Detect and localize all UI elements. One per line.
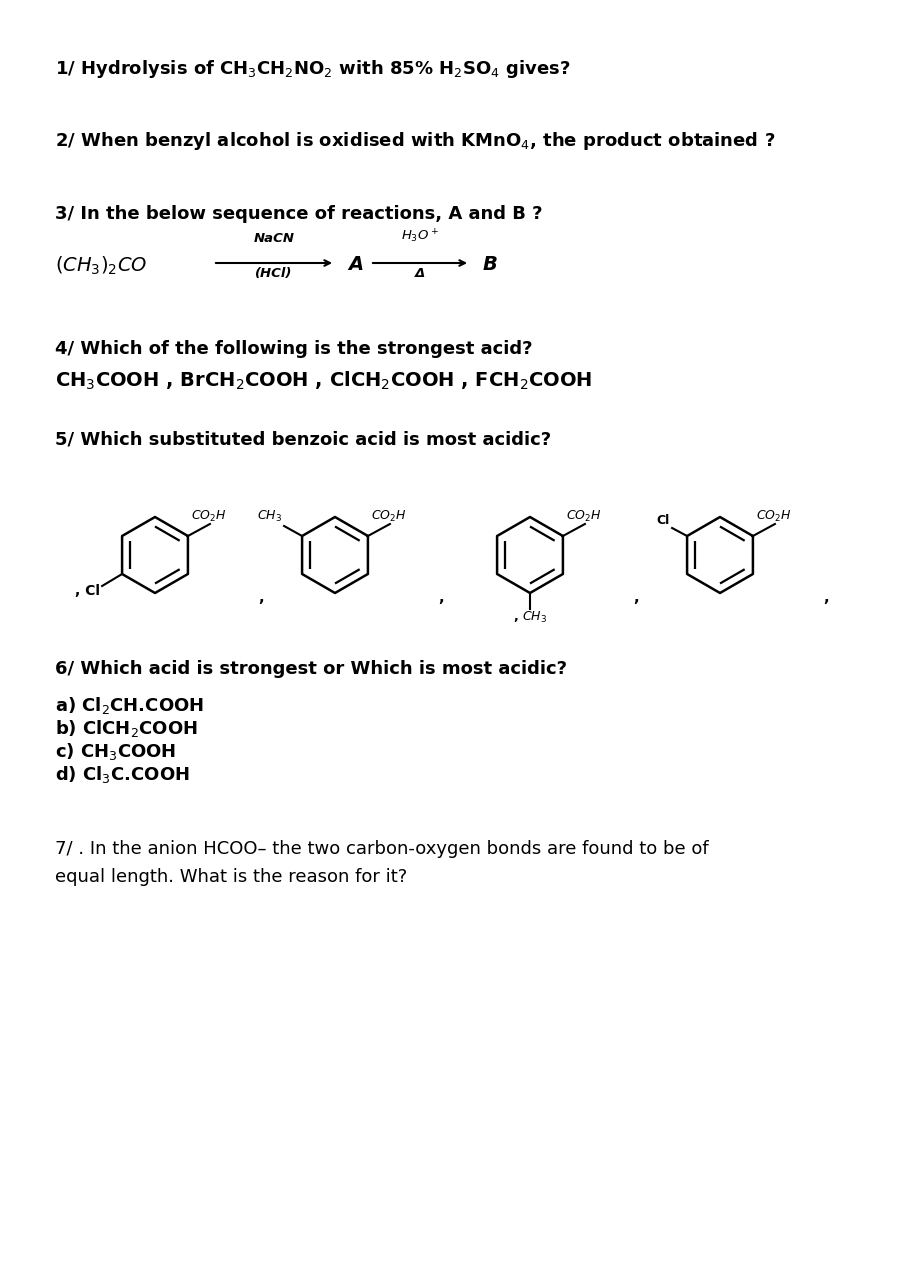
Text: ,: , [823, 590, 829, 605]
Text: c) CH$_3$COOH: c) CH$_3$COOH [55, 741, 176, 762]
Text: 6/ Which acid is strongest or Which is most acidic?: 6/ Which acid is strongest or Which is m… [55, 660, 567, 678]
Text: A: A [348, 255, 363, 274]
Text: $H_3O^+$: $H_3O^+$ [401, 228, 439, 244]
Text: $CO_2H$: $CO_2H$ [566, 509, 602, 524]
Text: CH$_3$COOH , BrCH$_2$COOH , ClCH$_2$COOH , FCH$_2$COOH: CH$_3$COOH , BrCH$_2$COOH , ClCH$_2$COOH… [55, 370, 592, 392]
Text: (HCl): (HCl) [255, 268, 292, 280]
Text: , $CH_3$: , $CH_3$ [513, 611, 547, 625]
Text: equal length. What is the reason for it?: equal length. What is the reason for it? [55, 868, 407, 886]
Text: $CO_2H$: $CO_2H$ [756, 509, 792, 524]
Text: Cl: Cl [657, 515, 670, 527]
Text: $CH_3$: $CH_3$ [257, 509, 282, 524]
Text: $CO_2H$: $CO_2H$ [191, 509, 226, 524]
Text: 7/ . In the anion HCOO– the two carbon-oxygen bonds are found to be of: 7/ . In the anion HCOO– the two carbon-o… [55, 840, 709, 858]
Text: ,: , [258, 590, 263, 605]
Text: 2/ When benzyl alcohol is oxidised with KMnO$_4$, the product obtained ?: 2/ When benzyl alcohol is oxidised with … [55, 131, 776, 152]
Text: , Cl: , Cl [75, 584, 100, 598]
Text: 1/ Hydrolysis of CH$_3$CH$_2$NO$_2$ with 85% H$_2$SO$_4$ gives?: 1/ Hydrolysis of CH$_3$CH$_2$NO$_2$ with… [55, 58, 570, 79]
Text: NaCN: NaCN [253, 232, 294, 244]
Text: d) Cl$_3$C.COOH: d) Cl$_3$C.COOH [55, 764, 190, 785]
Text: 3/ In the below sequence of reactions, A and B ?: 3/ In the below sequence of reactions, A… [55, 205, 542, 223]
Text: Δ: Δ [414, 268, 425, 280]
Text: ,: , [633, 590, 639, 605]
Text: $CO_2H$: $CO_2H$ [371, 509, 406, 524]
Text: b) ClCH$_2$COOH: b) ClCH$_2$COOH [55, 718, 198, 739]
Text: $(CH_3)_2CO$: $(CH_3)_2CO$ [55, 255, 148, 278]
Text: a) Cl$_2$CH.COOH: a) Cl$_2$CH.COOH [55, 695, 204, 716]
Text: 5/ Which substituted benzoic acid is most acidic?: 5/ Which substituted benzoic acid is mos… [55, 430, 551, 448]
Text: ,: , [438, 590, 443, 605]
Text: 4/ Which of the following is the strongest acid?: 4/ Which of the following is the stronge… [55, 340, 532, 358]
Text: B: B [483, 255, 498, 274]
